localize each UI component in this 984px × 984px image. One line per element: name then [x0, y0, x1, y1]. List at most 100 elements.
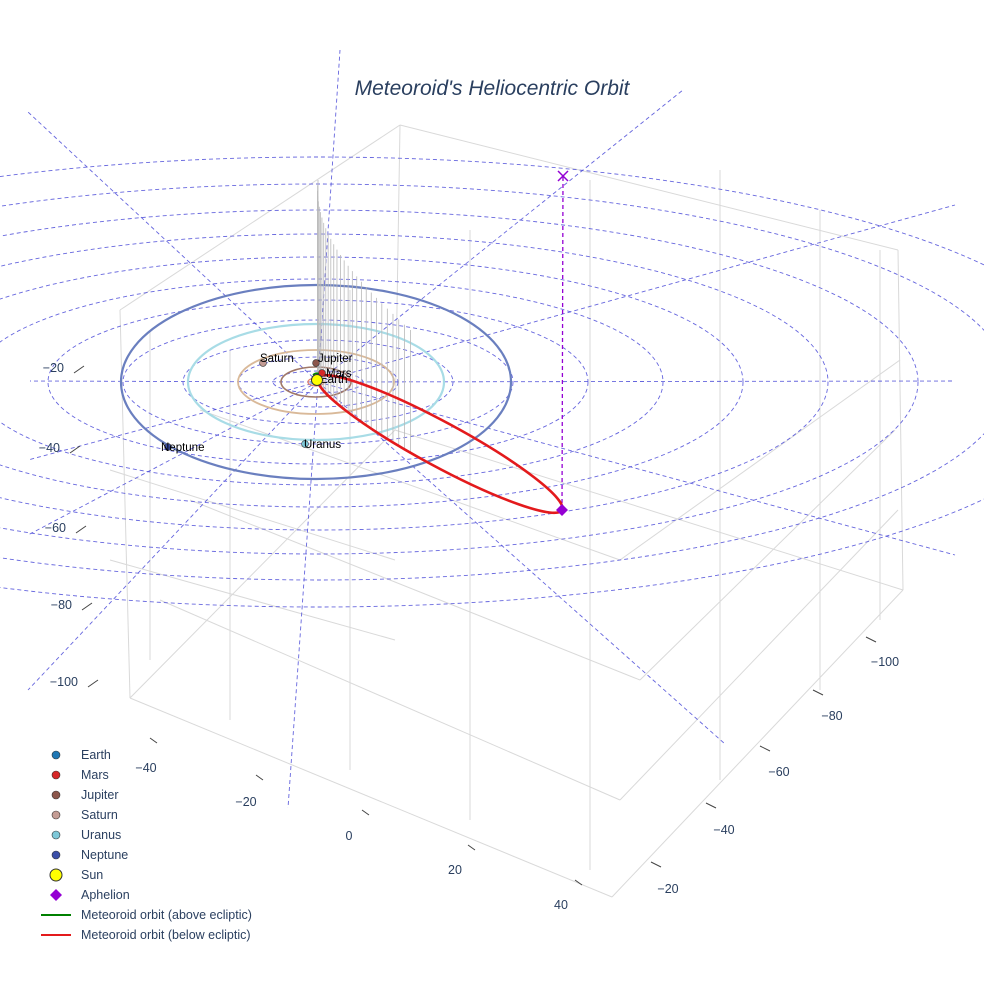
legend-entry-label: Meteoroid orbit (below ecliptic) — [81, 928, 251, 942]
box-grid-line — [199, 409, 621, 561]
box-grid-line — [611, 589, 904, 898]
y-tick-label: −20 — [657, 882, 678, 896]
y-tick-mark — [812, 689, 824, 696]
reference-radial-line — [317, 380, 956, 383]
legend-entry-label: Meteoroid orbit (above ecliptic) — [81, 908, 252, 922]
box-grid-line — [119, 309, 131, 699]
box-grid-line — [109, 559, 396, 641]
legend-symbol — [50, 889, 62, 901]
legend-symbol — [51, 850, 61, 860]
reference-ellipse — [0, 156, 984, 608]
x-tick-mark — [574, 879, 583, 886]
reference-radial-line — [317, 381, 956, 556]
box-grid — [109, 124, 904, 898]
box-grid-line — [189, 499, 641, 681]
drop-lines — [317, 175, 564, 511]
reference-radial-line — [317, 89, 684, 383]
jupiter-orbit — [280, 366, 352, 398]
legend-entry-label: Earth — [81, 748, 111, 762]
box-grid-line — [639, 429, 896, 681]
legend-symbol — [51, 750, 61, 760]
reference-radial-line — [317, 204, 956, 383]
box-grid-line — [394, 124, 401, 431]
reference-radial-line — [27, 111, 319, 383]
neptune-label: Neptune — [161, 442, 204, 454]
legend-symbol — [51, 790, 61, 800]
sun-marker — [311, 374, 323, 386]
box-grid-line — [119, 124, 401, 311]
y-tick-mark — [705, 802, 717, 809]
legend-entry-label: Uranus — [81, 828, 121, 842]
earth-label: Earth — [320, 374, 348, 386]
aphelion-drop-line — [561, 175, 564, 511]
x-tick-label: −20 — [235, 795, 256, 809]
legend-symbol — [51, 810, 61, 820]
planet-orbits — [119, 283, 513, 481]
box-grid-line — [897, 249, 904, 591]
legend-entry-label: Jupiter — [81, 788, 119, 802]
legend-entry-label: Saturn — [81, 808, 118, 822]
uranus-orbit — [186, 322, 446, 442]
chart-title: Meteoroid's Heliocentric Orbit — [355, 77, 631, 100]
legend-symbol — [49, 868, 63, 882]
legend-entry-label: Mars — [81, 768, 109, 782]
saturn-label: Saturn — [260, 353, 294, 365]
box-grid-line — [129, 697, 613, 898]
x-tick-label: 40 — [554, 898, 568, 912]
uranus-label: Uranus — [304, 439, 341, 451]
legend: Earth Mars Jupiter Saturn Uranus Neptune Sun Ap… — [41, 748, 252, 942]
jupiter-label: Jupiter — [318, 353, 353, 365]
z-tick-label: −40 — [39, 441, 60, 455]
x-tick-mark — [361, 809, 370, 816]
jupiter-marker — [312, 359, 320, 367]
z-tick-mark — [75, 525, 87, 534]
neptune-orbit — [119, 283, 513, 481]
box-grid-line — [619, 359, 901, 561]
z-tick-label: −20 — [43, 361, 64, 375]
aphelion-projection-marker — [557, 170, 569, 182]
x-tick-label: −40 — [135, 761, 156, 775]
z-tick-mark — [69, 445, 81, 454]
z-tick-mark — [87, 679, 99, 688]
x-tick-label: 0 — [346, 829, 353, 843]
box-grid-line — [399, 124, 899, 251]
reference-radial-line — [27, 381, 319, 461]
box-grid-line — [619, 509, 899, 801]
saturn-marker — [259, 359, 267, 367]
x-tick-mark — [255, 774, 264, 781]
legend-entry-label: Sun — [81, 868, 103, 882]
legend-symbol — [51, 770, 61, 780]
z-tick-label: −100 — [50, 675, 78, 689]
y-tick-label: −100 — [871, 655, 899, 669]
box-grid-line — [159, 599, 621, 801]
x-tick-label: 20 — [448, 863, 462, 877]
y-tick-label: −80 — [821, 709, 842, 723]
reference-radial-line — [29, 380, 319, 383]
saturn-orbit — [237, 349, 395, 415]
reference-ellipse — [0, 278, 664, 486]
x-tick-mark — [467, 844, 476, 851]
z-tick-label: −60 — [45, 521, 66, 535]
legend-symbol — [51, 830, 61, 840]
axis-ticks: −20 −40 −60 −80 −100 −40 −20 0 20 40 −100 −80 −60 −40… — [39, 361, 899, 912]
box-grid-line — [129, 429, 396, 699]
mars-marker — [318, 369, 326, 377]
reference-radial-line — [287, 381, 319, 809]
reference-ellipse — [0, 183, 984, 581]
reference-radial-line — [27, 381, 319, 536]
legend-entry-label: Aphelion — [81, 888, 130, 902]
y-tick-label: −40 — [713, 823, 734, 837]
aphelion-marker — [556, 504, 568, 516]
x-tick-mark — [149, 737, 158, 744]
reference-radial-line — [27, 381, 319, 691]
reference-radial-line — [317, 381, 726, 745]
y-tick-mark — [759, 745, 771, 752]
y-tick-mark — [865, 636, 877, 643]
box-grid-line — [394, 429, 904, 591]
legend-entry-label: Neptune — [81, 848, 128, 862]
box-grid-line — [109, 469, 396, 561]
uranus-marker — [301, 440, 309, 448]
